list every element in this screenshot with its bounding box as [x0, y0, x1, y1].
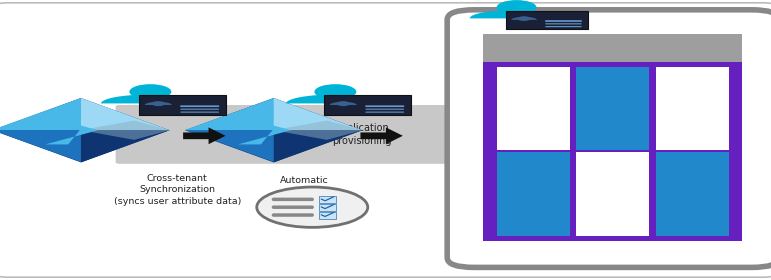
- FancyBboxPatch shape: [325, 95, 411, 115]
- Circle shape: [497, 0, 537, 15]
- Polygon shape: [360, 127, 402, 144]
- Circle shape: [130, 84, 171, 99]
- Bar: [497, 152, 571, 236]
- Polygon shape: [274, 121, 362, 140]
- Bar: [577, 152, 649, 236]
- Polygon shape: [81, 121, 170, 140]
- Polygon shape: [511, 17, 537, 20]
- Polygon shape: [286, 94, 385, 103]
- Polygon shape: [0, 98, 81, 130]
- Bar: [319, 196, 336, 203]
- FancyBboxPatch shape: [506, 11, 588, 29]
- Polygon shape: [185, 98, 362, 162]
- Polygon shape: [330, 102, 357, 105]
- Polygon shape: [185, 98, 274, 130]
- Circle shape: [336, 101, 350, 106]
- Bar: [483, 62, 742, 241]
- Polygon shape: [238, 116, 291, 144]
- Text: Application
provisioning: Application provisioning: [332, 123, 392, 146]
- Bar: [655, 152, 729, 236]
- Polygon shape: [81, 98, 170, 130]
- Circle shape: [151, 101, 165, 106]
- Polygon shape: [470, 10, 564, 18]
- Polygon shape: [101, 94, 200, 103]
- Bar: [497, 67, 571, 150]
- Bar: [655, 67, 729, 150]
- FancyBboxPatch shape: [447, 10, 771, 267]
- Polygon shape: [185, 130, 274, 162]
- Polygon shape: [145, 102, 172, 105]
- Bar: [483, 34, 742, 62]
- Bar: [319, 212, 336, 219]
- Text: Automatic
assignment
policies for
access packages: Automatic assignment policies for access…: [264, 176, 345, 221]
- FancyBboxPatch shape: [0, 3, 771, 277]
- Circle shape: [517, 16, 530, 21]
- Polygon shape: [274, 98, 362, 130]
- Circle shape: [257, 187, 368, 227]
- Polygon shape: [0, 130, 81, 162]
- Polygon shape: [274, 130, 362, 162]
- Polygon shape: [81, 130, 170, 162]
- Polygon shape: [45, 116, 98, 144]
- FancyBboxPatch shape: [116, 105, 493, 164]
- Text: Cross-tenant
Synchronization
(syncs user attribute data): Cross-tenant Synchronization (syncs user…: [113, 174, 241, 206]
- Polygon shape: [0, 98, 170, 162]
- Bar: [577, 67, 649, 150]
- Bar: [319, 204, 336, 211]
- FancyBboxPatch shape: [140, 95, 226, 115]
- Circle shape: [315, 84, 356, 99]
- Polygon shape: [183, 127, 226, 144]
